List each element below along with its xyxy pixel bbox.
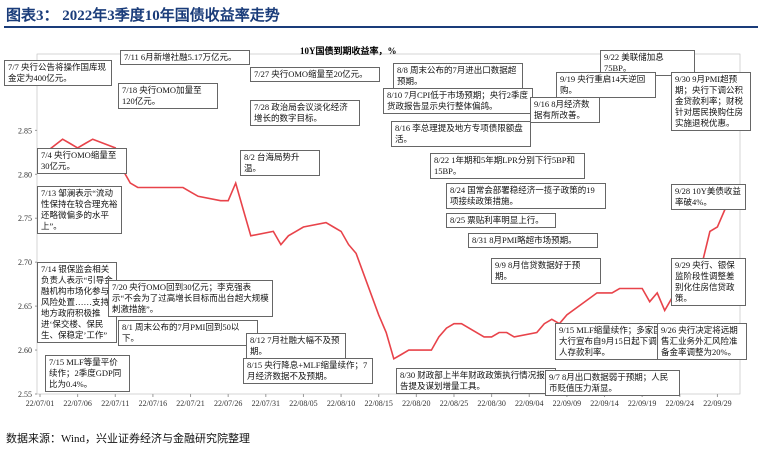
annotation: 7/15 MLF等量平价续作；2季度GDP同比为0.4%。 bbox=[45, 355, 130, 392]
x-tick-label: 22/09/19 bbox=[628, 399, 656, 408]
annotation: 8/22 1年期和5年期LPR分别下行5BP和15BP。 bbox=[430, 153, 585, 179]
annotation: 8/1 周末公布的7月PMI回到50以下。 bbox=[118, 320, 258, 346]
annotation: 9/16 8月经济数据有所改善。 bbox=[530, 97, 600, 123]
annotation: 8/25 票贴利率明显上行。 bbox=[446, 213, 556, 228]
x-tick-label: 22/08/25 bbox=[440, 399, 468, 408]
annotation: 9/15 MLF缩量续作；多家国有大行宣布自9月15日起下调个人存款利率。 bbox=[555, 323, 675, 360]
y-tick-label: 2.60 bbox=[18, 346, 32, 355]
x-tick-label: 22/09/04 bbox=[515, 399, 543, 408]
y-tick-label: 2.80 bbox=[18, 170, 32, 179]
x-tick-label: 22/08/20 bbox=[402, 399, 430, 408]
annotation: 9/7 8月出口数据弱于预期；人民币贬值压力渐显。 bbox=[545, 370, 680, 396]
annotation: 8/15 央行降息+MLF缩量续作；7月经济数据不及预期。 bbox=[243, 358, 373, 384]
line-series bbox=[39, 138, 726, 361]
x-tick-label: 22/07/06 bbox=[63, 399, 91, 408]
y-tick-label: 2.85 bbox=[18, 126, 32, 135]
annotation: 7/20 央行OMO回到30亿元；李克强表示“不会为了过高增长目标而出台超大规模… bbox=[108, 280, 273, 317]
annotation: 7/18 央行OMO加量至120亿元。 bbox=[118, 83, 218, 109]
annotation: 8/12 7月社融大幅不及预期。 bbox=[246, 333, 346, 359]
annotation: 8/30 财政部上半年财政政策执行情况报告提及谋划增量工具。 bbox=[396, 368, 556, 394]
x-tick-label: 22/07/31 bbox=[252, 399, 280, 408]
annotation: 7/11 6月新增社融5.17万亿元。 bbox=[120, 50, 250, 65]
annotation: 8/10 7月CPI低于市场预期；央行2季度货政报告显示央行整体偏鸽。 bbox=[383, 88, 533, 114]
header-rule bbox=[4, 26, 758, 28]
annotation: 8/8 周末公布的7月进出口数据超预期。 bbox=[393, 63, 523, 89]
annotation: 9/22 美联储加息75BP。 bbox=[600, 50, 695, 76]
annotation: 9/29 央行、银保监阶段性调整差别化住房信贷政策。 bbox=[671, 258, 746, 306]
x-tick-label: 22/07/16 bbox=[139, 399, 167, 408]
annotation: 7/27 央行OMO缩量至20亿元。 bbox=[250, 67, 380, 82]
annotation: 7/13 邹澜表示“流动性保持在较合理充裕还略微偏多的水平上”。 bbox=[37, 186, 122, 234]
x-tick-label: 22/07/11 bbox=[101, 399, 129, 408]
x-tick-label: 22/08/30 bbox=[477, 399, 505, 408]
x-tick-label: 22/07/21 bbox=[176, 399, 204, 408]
y-tick-label: 2.75 bbox=[18, 214, 32, 223]
header-title: 图表3： 2022年3季度10年国债收益率走势 bbox=[6, 8, 280, 24]
y-tick-label: 2.55 bbox=[18, 390, 32, 399]
x-tick-label: 22/08/05 bbox=[289, 399, 317, 408]
x-tick-label: 22/09/24 bbox=[666, 399, 694, 408]
annotation: 9/30 9月PMI超预期；央行下调公积金贷款利率；财税针对居民换购住房实施退税… bbox=[671, 72, 751, 131]
annotation: 9/9 8月信贷数据好于预期。 bbox=[491, 258, 601, 284]
x-tick-label: 22/09/29 bbox=[703, 399, 731, 408]
x-tick-label: 22/08/15 bbox=[364, 399, 392, 408]
chart-title: 10Y国债到期收益率，% bbox=[300, 46, 397, 56]
annotation: 8/2 台海局势升温。 bbox=[240, 150, 320, 176]
y-tick-label: 2.70 bbox=[18, 258, 32, 267]
x-tick-label: 22/08/10 bbox=[327, 399, 355, 408]
annotation: 7/28 政治局会议淡化经济增长的数字目标。 bbox=[250, 100, 360, 126]
annotation: 7/7 央行公告将操作国库现金定为400亿元。 bbox=[4, 60, 112, 86]
x-tick-label: 22/07/26 bbox=[214, 399, 242, 408]
annotation: 9/26 央行决定将远期售汇业务外汇风险准备金率调整为20%。 bbox=[657, 323, 747, 360]
source-note: 数据来源：Wind，兴业证券经济与金融研究院整理 bbox=[6, 433, 250, 445]
annotation: 7/14 银保监会相关负责人表示“引导金融机构市场化参与风险处置……支持地方政府… bbox=[37, 262, 117, 343]
x-tick-label: 22/09/14 bbox=[590, 399, 618, 408]
annotation: 8/16 李总理提及地方专项债限额盘活。 bbox=[391, 121, 531, 147]
annotation: 8/24 国常会部署稳经济一揽子政策的19项接续政策措施。 bbox=[446, 183, 606, 209]
y-tick-label: 2.65 bbox=[18, 302, 32, 311]
annotation: 8/31 8月PMI略超市场预期。 bbox=[468, 233, 598, 248]
x-tick-label: 22/09/09 bbox=[553, 399, 581, 408]
annotation: 7/4 央行OMO缩量至30亿元。 bbox=[37, 148, 127, 174]
annotation: 9/28 10Y美债收益率破4%。 bbox=[671, 184, 746, 210]
x-tick-label: 22/07/01 bbox=[26, 399, 54, 408]
annotation: 9/19 央行重启14天逆回购。 bbox=[556, 72, 656, 98]
